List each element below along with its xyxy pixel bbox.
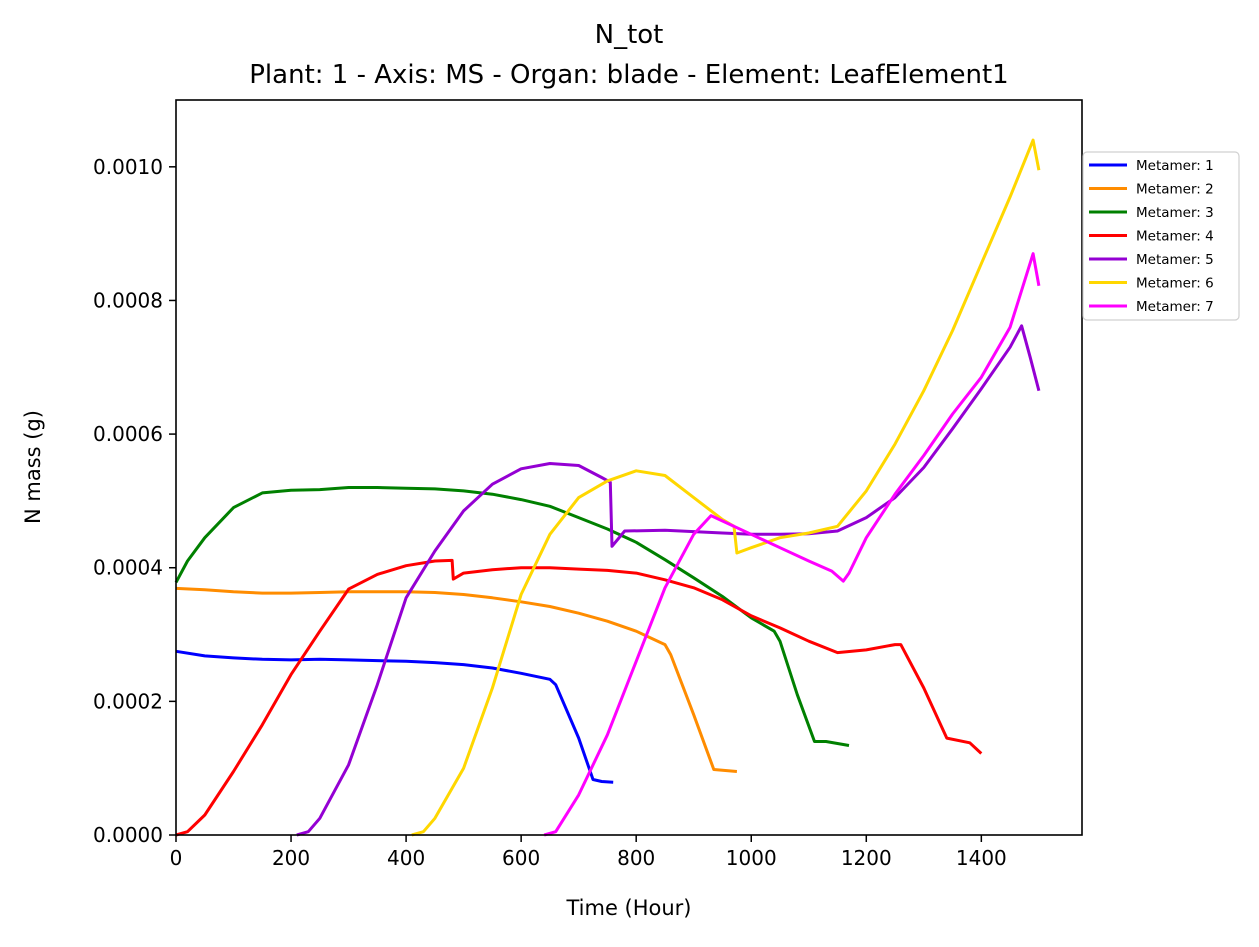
legend-label: Metamer: 3 xyxy=(1136,205,1214,221)
x-tick-label: 200 xyxy=(272,846,310,870)
legend-label: Metamer: 7 xyxy=(1136,299,1214,315)
plot-frame xyxy=(175,99,1083,836)
series-line-2 xyxy=(175,586,738,773)
y-tick-label: 0.0008 xyxy=(93,288,163,312)
legend-box xyxy=(1082,151,1240,321)
x-tick-label: 1400 xyxy=(956,846,1007,870)
x-tick-label: 1000 xyxy=(726,846,777,870)
legend-label: Metamer: 2 xyxy=(1136,182,1214,198)
series-line-4 xyxy=(175,558,983,837)
plot-lines xyxy=(174,138,1041,837)
series-line-5 xyxy=(296,324,1041,837)
y-tick-label: 0.0006 xyxy=(93,422,163,446)
legend-label: Metamer: 4 xyxy=(1136,229,1214,245)
series-line-3 xyxy=(174,486,850,747)
x-axis-label: Time (Hour) xyxy=(565,896,691,920)
x-tick-label: 800 xyxy=(617,846,655,870)
y-tick-label: 0.0010 xyxy=(93,155,163,179)
y-tick-label: 0.0004 xyxy=(93,556,163,580)
x-tick-label: 1200 xyxy=(841,846,892,870)
x-tick-label: 0 xyxy=(170,846,183,870)
legend-label: Metamer: 6 xyxy=(1136,276,1214,292)
y-axis: 0.0000 0.0002 0.0004 0.0006 0.0008 0.0010 xyxy=(93,155,176,847)
y-tick-label: 0.0000 xyxy=(93,823,163,847)
chart-subtitle: Plant: 1 - Axis: MS - Organ: blade - Ele… xyxy=(249,60,1008,90)
y-tick-label: 0.0002 xyxy=(93,689,163,713)
x-axis: 0 200 400 600 800 1000 1200 1400 xyxy=(170,835,1007,870)
y-axis-label: N mass (g) xyxy=(21,410,45,524)
legend: Metamer: 1 Metamer: 2 Metamer: 3 Metamer: 4… xyxy=(1082,151,1240,321)
chart-title: N_tot xyxy=(595,20,664,50)
x-tick-label: 600 xyxy=(502,846,540,870)
series-line-7 xyxy=(543,252,1041,837)
legend-label: Metamer: 1 xyxy=(1136,158,1214,174)
series-line-1 xyxy=(175,649,614,784)
x-tick-label: 400 xyxy=(387,846,425,870)
legend-label: Metamer: 5 xyxy=(1136,252,1214,268)
